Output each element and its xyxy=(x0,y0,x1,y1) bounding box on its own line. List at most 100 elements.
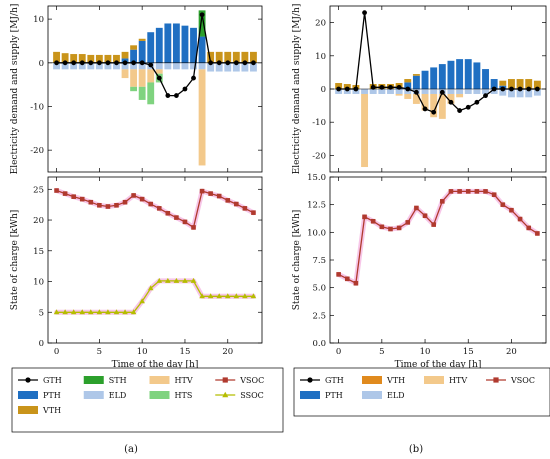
bar-pth xyxy=(172,23,180,63)
bar-htv xyxy=(456,93,464,98)
point-gth xyxy=(114,60,119,66)
x-tick-label: 15 xyxy=(180,347,191,357)
point-gth xyxy=(388,84,393,90)
bar-eld xyxy=(516,89,524,98)
bar-eld xyxy=(207,62,215,72)
bar-eld xyxy=(53,62,60,70)
bar-htv xyxy=(421,93,429,111)
bar-hts xyxy=(130,86,138,92)
point-vsoc xyxy=(88,199,94,205)
point-ssoc xyxy=(130,309,137,315)
bar-pth xyxy=(438,64,446,89)
point-gth xyxy=(174,93,179,98)
point-vsoc xyxy=(379,224,385,230)
point-vsoc xyxy=(79,196,85,202)
bar-eld xyxy=(447,89,455,94)
legend-label: HTV xyxy=(449,376,467,385)
y-tick: 12.5 xyxy=(307,201,546,211)
bar-eld xyxy=(352,89,360,94)
point-gth xyxy=(474,99,480,105)
bar-eld xyxy=(343,89,351,94)
axes-frame xyxy=(47,5,263,173)
point-gth xyxy=(251,60,256,66)
point-ssoc xyxy=(62,309,68,315)
bar-vth xyxy=(113,54,120,63)
legend-item-gth: GTH xyxy=(300,376,344,385)
y-tick-label: -20 xyxy=(312,151,326,161)
point-ssoc xyxy=(70,309,77,315)
point-vsoc xyxy=(474,189,480,194)
point-ssoc xyxy=(113,309,120,315)
bar-vth xyxy=(335,83,343,89)
bar-htv xyxy=(121,69,129,79)
bar-eld xyxy=(490,89,498,94)
y-tick-label: 5.0 xyxy=(312,284,326,294)
point-vsoc xyxy=(509,207,514,213)
point-vsoc xyxy=(216,193,222,199)
bar-vth xyxy=(507,79,515,89)
legend-item-htv: HTV xyxy=(424,376,467,385)
legend-item-ssoc: SSOC xyxy=(215,391,264,400)
bar-vth xyxy=(215,51,223,63)
bar-vth xyxy=(87,54,95,63)
x-tick: 10 xyxy=(137,177,148,357)
y-tick-label: 10 xyxy=(33,278,44,288)
legend: GTH VTH HTV VSOC PTH ELD xyxy=(293,367,550,417)
y-tick: 10 xyxy=(33,278,262,288)
bar-eld xyxy=(130,62,138,70)
legend-marker xyxy=(493,377,499,383)
point-vsoc xyxy=(191,225,196,230)
bar-pth xyxy=(464,59,472,89)
bar-pth xyxy=(421,70,429,89)
bar-eld xyxy=(525,89,533,98)
bar-eld xyxy=(482,89,489,94)
bar-eld xyxy=(198,62,206,70)
panel-a: -20 -10 0 10 Electricity demand and supply [… xyxy=(10,4,284,455)
bar-vth xyxy=(104,54,112,63)
bar-eld xyxy=(95,62,103,70)
bar-vth xyxy=(533,80,541,89)
legend-swatch xyxy=(149,376,170,384)
point-vsoc xyxy=(114,202,119,208)
bar-vth xyxy=(525,79,533,89)
bar-pth xyxy=(130,49,138,63)
bar-eld xyxy=(70,62,78,70)
bar-pth xyxy=(473,62,481,89)
bar-vth xyxy=(121,51,129,59)
point-vsoc xyxy=(465,189,471,194)
point-ssoc xyxy=(182,277,188,283)
series-line-gth xyxy=(338,12,538,114)
x-tick-label: 20 xyxy=(506,347,517,357)
y-tick-label: 10.0 xyxy=(307,228,326,238)
bar-pth xyxy=(155,27,163,63)
point-vsoc xyxy=(208,191,213,196)
bar-vth xyxy=(95,54,103,63)
bar-pth xyxy=(181,25,189,63)
point-ssoc xyxy=(79,309,86,315)
bar-eld xyxy=(87,62,95,70)
bar-sth xyxy=(198,10,206,37)
point-vsoc xyxy=(199,188,205,194)
bar-eld xyxy=(369,89,377,94)
legend-label: PTH xyxy=(43,391,61,400)
y-tick-label: 2.5 xyxy=(312,311,326,321)
bar-pth xyxy=(482,69,489,89)
series-halo-vsoc xyxy=(54,188,256,230)
y-tick: 5.0 xyxy=(312,284,546,294)
y-tick: -20 xyxy=(30,146,262,156)
point-gth xyxy=(139,60,145,66)
y-tick: 5 xyxy=(39,308,262,318)
y-tick-label: 0 xyxy=(39,339,44,349)
bar-eld xyxy=(121,62,129,70)
point-gth xyxy=(54,60,59,66)
point-gth xyxy=(457,108,462,113)
y-tick-label: 25 xyxy=(33,185,44,195)
bar-vth xyxy=(412,74,420,76)
bar-htv xyxy=(155,69,163,74)
point-gth xyxy=(353,86,359,92)
bar-pth xyxy=(138,40,146,63)
point-vsoc xyxy=(165,210,171,216)
point-vsoc xyxy=(105,204,111,209)
bar-htv xyxy=(412,93,420,104)
point-gth xyxy=(491,86,497,92)
